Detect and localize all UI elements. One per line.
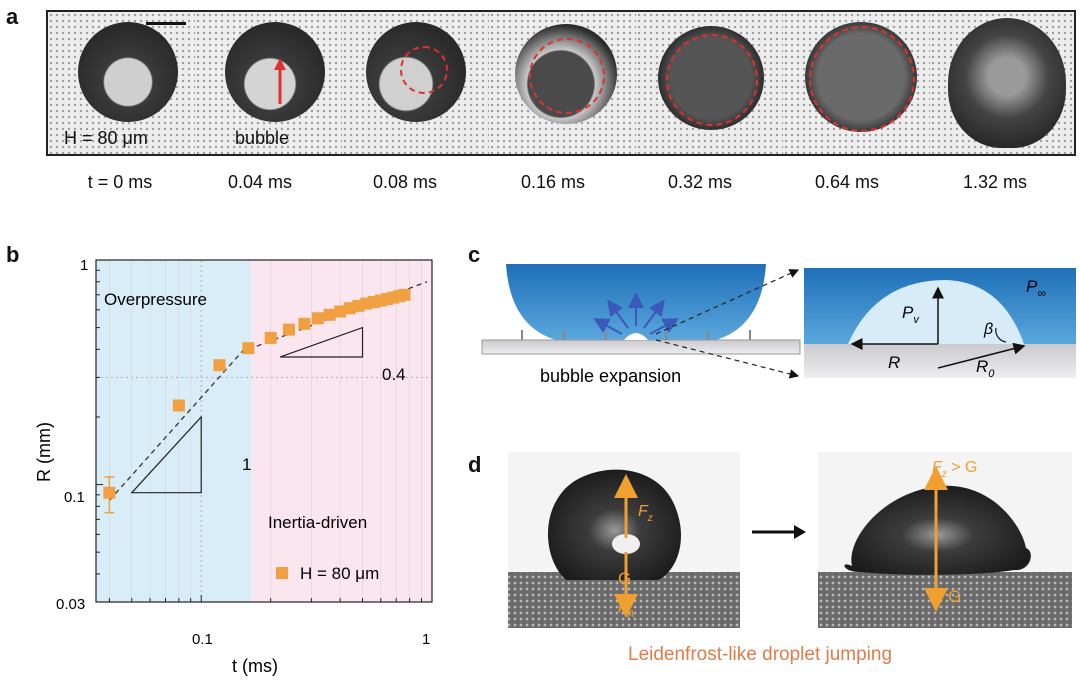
substrate [481,339,801,355]
bubble [624,333,648,340]
chart-b: Overpressure Inertia-driven 1 0.4 H = 80… [34,257,433,676]
y-tick-label: 0.03 [56,596,85,613]
time-label-2: 0.08 ms [372,172,438,192]
droplet-image [948,18,1066,148]
slope-label-04: 0.4 [382,365,406,384]
expansion-arrows [592,292,680,335]
r-label: R [888,353,900,372]
panel-c-schematic: bubble expansion Pv P∞ β R R0 [481,264,1076,386]
pv-sub: v [913,314,920,326]
svg-text:Pv: Pv [902,303,920,326]
photo-right-surface [818,572,1072,628]
g-label-left: G [618,569,631,588]
r0-label: R [976,357,988,376]
caption-leidenfrost: Leidenfrost-like droplet jumping [628,644,892,665]
data-point [334,305,347,318]
region-label-inertia: Inertia-driven [268,513,367,532]
time-label-1: 0.04 ms [227,172,293,192]
pv-label: P [902,303,914,322]
bubble-outline [529,38,605,114]
data-point [323,308,336,321]
pinf-label: P [1026,277,1038,296]
slope-triangle-1 [130,415,202,494]
x-tick-label: 0.1 [192,631,213,648]
droplet-image [78,22,178,122]
y-tick-label: 1 [80,257,88,274]
data-point [298,317,311,330]
scale-bar [146,22,186,25]
bubble-arrow-icon [274,58,286,104]
time-label-0: t = 0 ms [87,172,153,192]
panel-d-label: d [468,452,482,477]
frame-5 [783,12,930,154]
x-axis-label: t (ms) [232,656,278,676]
panel-c-label: c [468,242,481,267]
frame-6 [930,12,1074,154]
fz-sub: z [647,513,653,524]
fa-label: F [618,599,629,616]
time-label-4: 0.32 ms [667,172,733,192]
svg-text:Fz: Fz [638,503,653,524]
frame-1: bubble [195,12,342,154]
frame-0: H = 80 μm [48,12,195,154]
droplet-right [844,485,1031,575]
data-point [311,312,324,325]
svg-text:Fz > G: Fz > G [932,459,977,480]
droplet-image [225,22,325,122]
fz-gt-sub: z [941,469,947,480]
slope-label-1: 1 [242,455,251,474]
svg-text:P∞: P∞ [1026,277,1046,300]
x-tick-label: 1 [422,631,430,648]
pinf-sub: ∞ [1037,286,1046,300]
panel-a-image-strip: H = 80 μm bubble [46,10,1076,156]
data-point [103,486,116,499]
data-point [264,331,277,344]
panel-d-photos: Fz G FA Fz > G G Leidenfrost-like drople… [508,452,1072,665]
region-label-overpressure: Overpressure [104,290,207,309]
data-point [213,359,226,372]
bubble-outline [666,34,758,126]
region-0 [96,260,252,602]
fz-label: F [638,503,649,520]
caption-bubble-expansion: bubble expansion [540,366,681,386]
panel-a-label: a [6,4,19,29]
g-label-right: G [948,587,961,606]
data-point [398,288,411,301]
bubble-label: bubble [235,128,290,148]
legend-label: H = 80 μm [300,564,379,583]
time-label-3: 0.16 ms [520,172,586,192]
zoom-bubble [848,280,1024,344]
y-axis-label: R (mm) [34,422,54,482]
time-label-5: 0.64 ms [814,172,880,192]
data-point [242,342,255,355]
bubble-outline [400,46,448,94]
zoom-substrate [804,344,1076,378]
fz-gt-rest: > G [947,459,978,476]
time-label-6: 1.32 ms [962,172,1028,192]
fit-line-1 [248,281,428,350]
svg-text:FA: FA [618,599,635,620]
slope-triangle-04 [280,326,364,358]
height-label: H = 80 μm [64,128,148,148]
svg-text:R0: R0 [976,357,995,380]
plot-frame [95,259,433,603]
frame-3 [489,12,636,154]
frame-2 [342,12,489,154]
r0-sub: 0 [988,368,995,380]
data-point [282,323,295,336]
droplet-highlight [612,534,640,554]
panel-b-label: b [6,242,20,267]
y-tick-label: 0.1 [64,489,85,506]
droplet-left [547,469,682,580]
data-point [172,399,185,412]
beta-label: β [983,321,993,338]
legend-marker [276,567,288,579]
bubble-outline [809,26,915,132]
fz-gt-label: F [932,459,943,476]
frame-4 [636,12,783,154]
fa-sub: A [627,609,635,620]
